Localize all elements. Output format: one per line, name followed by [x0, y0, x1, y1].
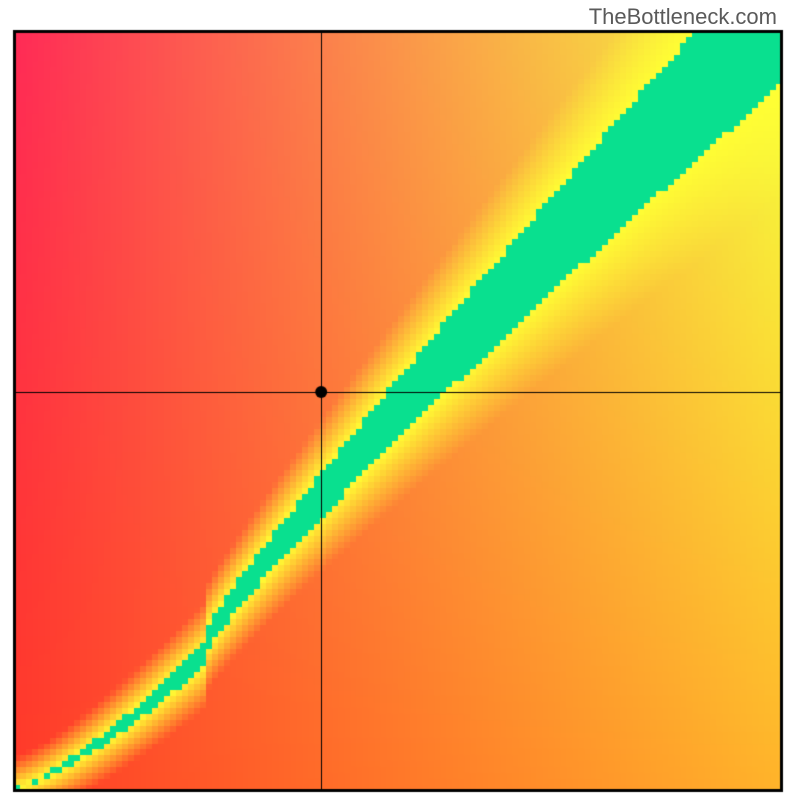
chart-stage: TheBottleneck.com — [0, 0, 800, 800]
watermark-text: TheBottleneck.com — [589, 4, 777, 30]
heatmap-canvas — [0, 0, 800, 800]
